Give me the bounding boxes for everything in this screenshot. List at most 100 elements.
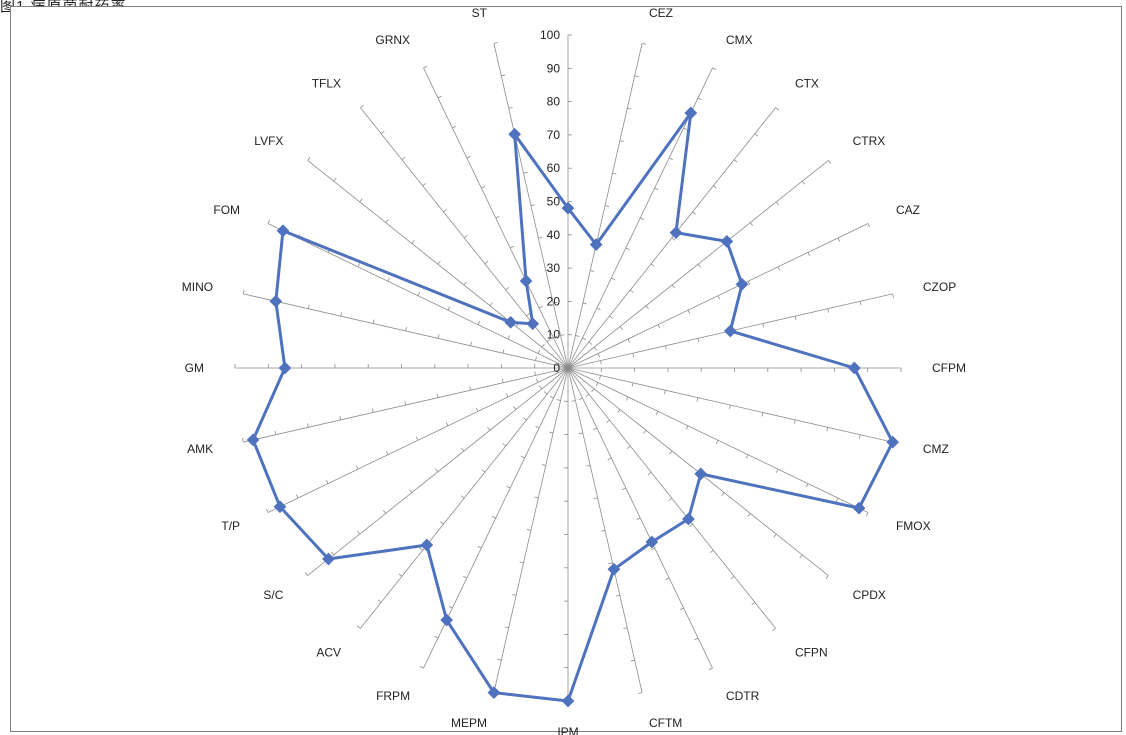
axis-tick-mark xyxy=(372,319,375,324)
axis-tick-mark xyxy=(775,201,780,206)
axis-tick-mark xyxy=(265,508,269,513)
axis-tick-mark xyxy=(539,385,543,390)
axis-tick-mark xyxy=(380,130,385,134)
axis-tick-mark xyxy=(422,182,427,187)
axis-tick-mark xyxy=(489,302,493,306)
data-point xyxy=(848,361,861,375)
axis-tick-mark xyxy=(484,261,489,265)
axis-tick-mark xyxy=(608,562,613,565)
axis-tick-mark xyxy=(837,237,841,242)
axis-tick-mark xyxy=(762,323,765,328)
category-label: CAZ xyxy=(896,203,920,217)
axis-tick-mark xyxy=(835,497,839,502)
data-point xyxy=(246,433,260,447)
axis-tick-mark xyxy=(466,155,471,159)
axis-tick-mark xyxy=(481,185,486,189)
axis-tick-mark xyxy=(582,302,587,305)
axis-tick-mark xyxy=(634,75,639,78)
series-line xyxy=(251,111,895,703)
data-point xyxy=(561,694,575,708)
axis-tick-mark xyxy=(745,454,749,459)
axis-tick-mark xyxy=(600,360,602,365)
axis-tick-mark xyxy=(507,335,511,340)
axis-tick-mark xyxy=(512,593,517,596)
data-point xyxy=(526,317,540,331)
axis-tick-mark xyxy=(593,427,598,431)
axis-tick-mark xyxy=(435,468,439,473)
radial-tick-label: 30 xyxy=(547,261,561,275)
axis-tick-mark xyxy=(708,667,713,671)
axis-tick-mark xyxy=(696,397,699,402)
axis-tick-mark xyxy=(578,432,583,435)
axis-tick-mark xyxy=(469,386,471,391)
axis-tick-mark xyxy=(504,626,509,629)
axis-tick-mark xyxy=(623,627,628,630)
axis-tick-mark xyxy=(360,104,364,108)
axis-tick-mark xyxy=(588,341,593,345)
axis-tick-mark xyxy=(617,409,621,413)
axis-tick-mark xyxy=(859,301,862,306)
category-label: GM xyxy=(185,361,204,375)
axis-tick-mark xyxy=(665,577,670,581)
axis-tick-mark xyxy=(477,320,481,325)
data-point xyxy=(694,467,708,481)
axis-tick-mark xyxy=(481,469,486,473)
radial-tick-label: 0 xyxy=(553,361,560,375)
axis-tick-mark xyxy=(694,637,699,641)
axis-tick-mark xyxy=(371,408,374,413)
axis-tick-mark xyxy=(619,326,623,330)
axis-tick-mark xyxy=(772,628,776,632)
axis-tick-mark xyxy=(747,513,751,517)
axis-tick-mark xyxy=(858,434,861,439)
axis-tick-mark xyxy=(401,156,406,161)
axis-tick-mark xyxy=(664,390,666,395)
axis-tick-mark xyxy=(510,245,514,249)
axis-tick-mark xyxy=(506,485,511,489)
axis-tick-mark xyxy=(773,533,777,538)
axis-tick-mark xyxy=(721,492,725,496)
axis-tick-mark xyxy=(339,415,342,420)
axis-tick-mark xyxy=(359,198,363,203)
category-label: FOM xyxy=(213,203,240,217)
axis-tick-mark xyxy=(692,211,696,215)
axis-tick-mark xyxy=(599,375,601,380)
axis-tick-mark xyxy=(593,497,598,500)
axis-tick-mark xyxy=(526,529,532,531)
axis-tick-mark xyxy=(775,107,779,111)
axis-tick-mark xyxy=(826,427,829,432)
axis-tick-mark xyxy=(437,334,440,339)
category-label: TFLX xyxy=(312,76,341,90)
radial-tick-label: 20 xyxy=(547,294,561,308)
axis-tick-mark xyxy=(307,157,311,161)
category-label: CPDX xyxy=(853,588,886,602)
axis-tick-mark xyxy=(606,419,610,423)
axis-tick-mark xyxy=(636,517,641,521)
axis-tick-mark xyxy=(715,440,719,445)
axis-tick-mark xyxy=(513,406,517,410)
axis-tick-mark xyxy=(793,419,796,424)
axis-spoke xyxy=(567,367,869,513)
axis-tick-mark xyxy=(325,479,329,484)
axis-tick-mark xyxy=(650,263,655,267)
axis-tick-mark xyxy=(612,172,617,175)
category-label: CMZ xyxy=(923,442,949,456)
axis-tick-mark xyxy=(387,277,391,282)
axis-tick-mark xyxy=(541,343,545,348)
axis-tick-mark xyxy=(545,269,550,271)
axis-tick-mark xyxy=(827,308,830,313)
axis-tick-mark xyxy=(502,349,505,354)
category-label: AMK xyxy=(187,442,213,456)
data-point xyxy=(504,315,518,329)
axis-tick-mark xyxy=(697,97,702,101)
axis-tick-mark xyxy=(799,554,803,559)
axis-tick-mark xyxy=(405,326,407,332)
data-point xyxy=(720,234,734,248)
axis-tick-mark xyxy=(642,42,647,45)
axis-tick-mark xyxy=(749,222,754,227)
axis-tick-mark xyxy=(553,301,558,304)
axis-tick-mark xyxy=(340,312,343,317)
radial-tick-label: 50 xyxy=(547,195,561,209)
category-label: LVFX xyxy=(254,134,283,148)
data-point xyxy=(269,294,283,308)
data-point xyxy=(276,224,290,238)
